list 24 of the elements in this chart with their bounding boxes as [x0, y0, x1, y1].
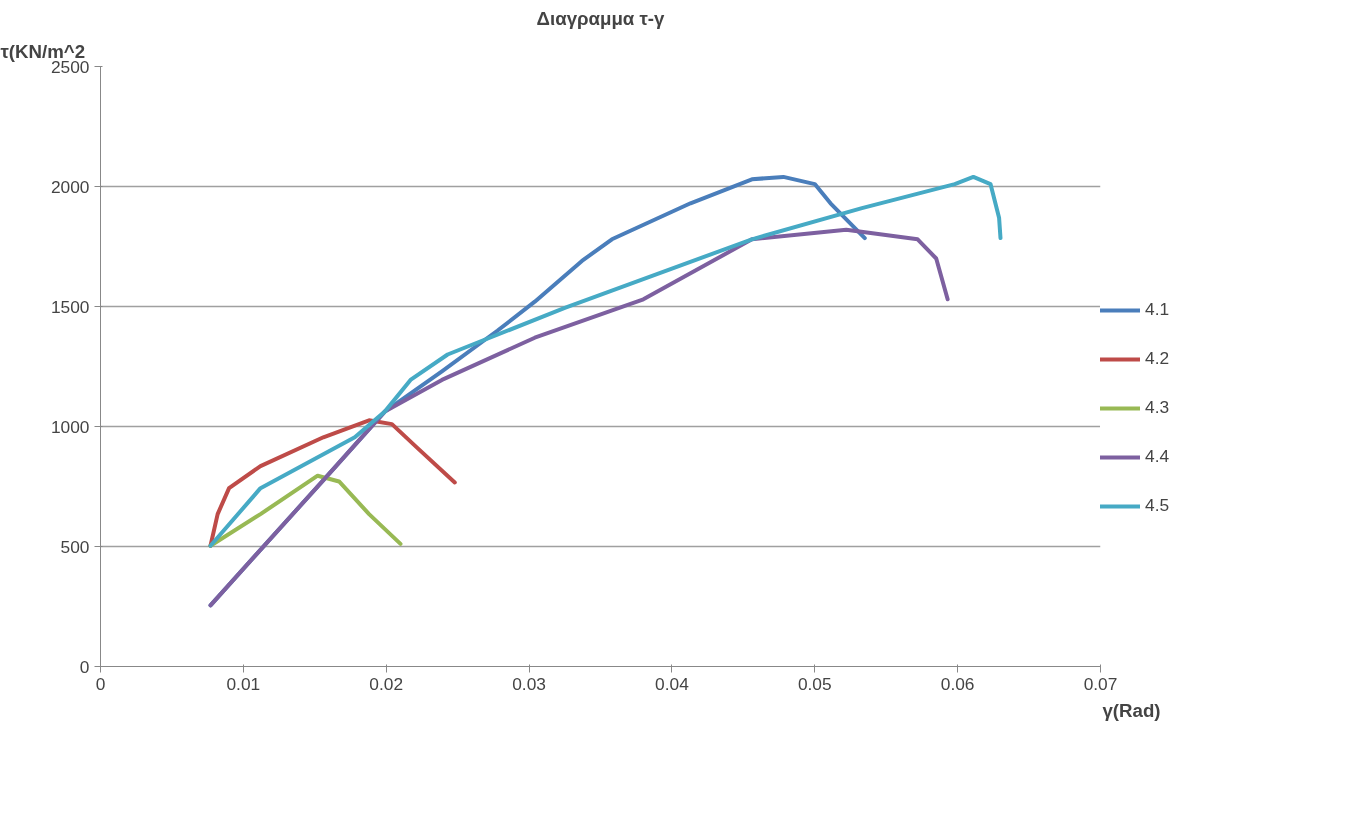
x-tick-label: 0.01 — [226, 673, 261, 694]
legend-label: 4.1 — [1145, 299, 1170, 320]
x-tick-label: 0.07 — [1083, 673, 1118, 694]
line-series — [208, 473, 403, 548]
x-axis-title: γ(Rad) — [1102, 699, 1161, 721]
y-tick-label: 500 — [60, 536, 90, 557]
line-series — [208, 227, 950, 608]
x-tick-label: 0.03 — [512, 673, 546, 694]
x-tick-label: 0 — [95, 673, 106, 694]
x-tick-label: 0.05 — [797, 673, 832, 694]
legend-label: 4.5 — [1145, 495, 1170, 516]
line-series — [208, 174, 1003, 548]
y-tick-label: 1500 — [50, 296, 90, 317]
legend-label: 4.2 — [1145, 348, 1170, 369]
x-tick-label: 0.04 — [655, 673, 690, 694]
y-tick-label: 0 — [79, 656, 90, 677]
y-axis-title: τ(KN/m^2 — [0, 40, 86, 62]
x-tick-label: 0.02 — [369, 673, 404, 694]
y-tick-label: 2000 — [50, 176, 90, 197]
legend-label: 4.3 — [1145, 397, 1170, 418]
y-tick-label: 1000 — [50, 416, 90, 437]
x-tick-label: 0.06 — [940, 673, 975, 694]
legend-label: 4.4 — [1145, 446, 1170, 467]
chart-title: Διαγραμμα τ-γ — [536, 7, 666, 29]
